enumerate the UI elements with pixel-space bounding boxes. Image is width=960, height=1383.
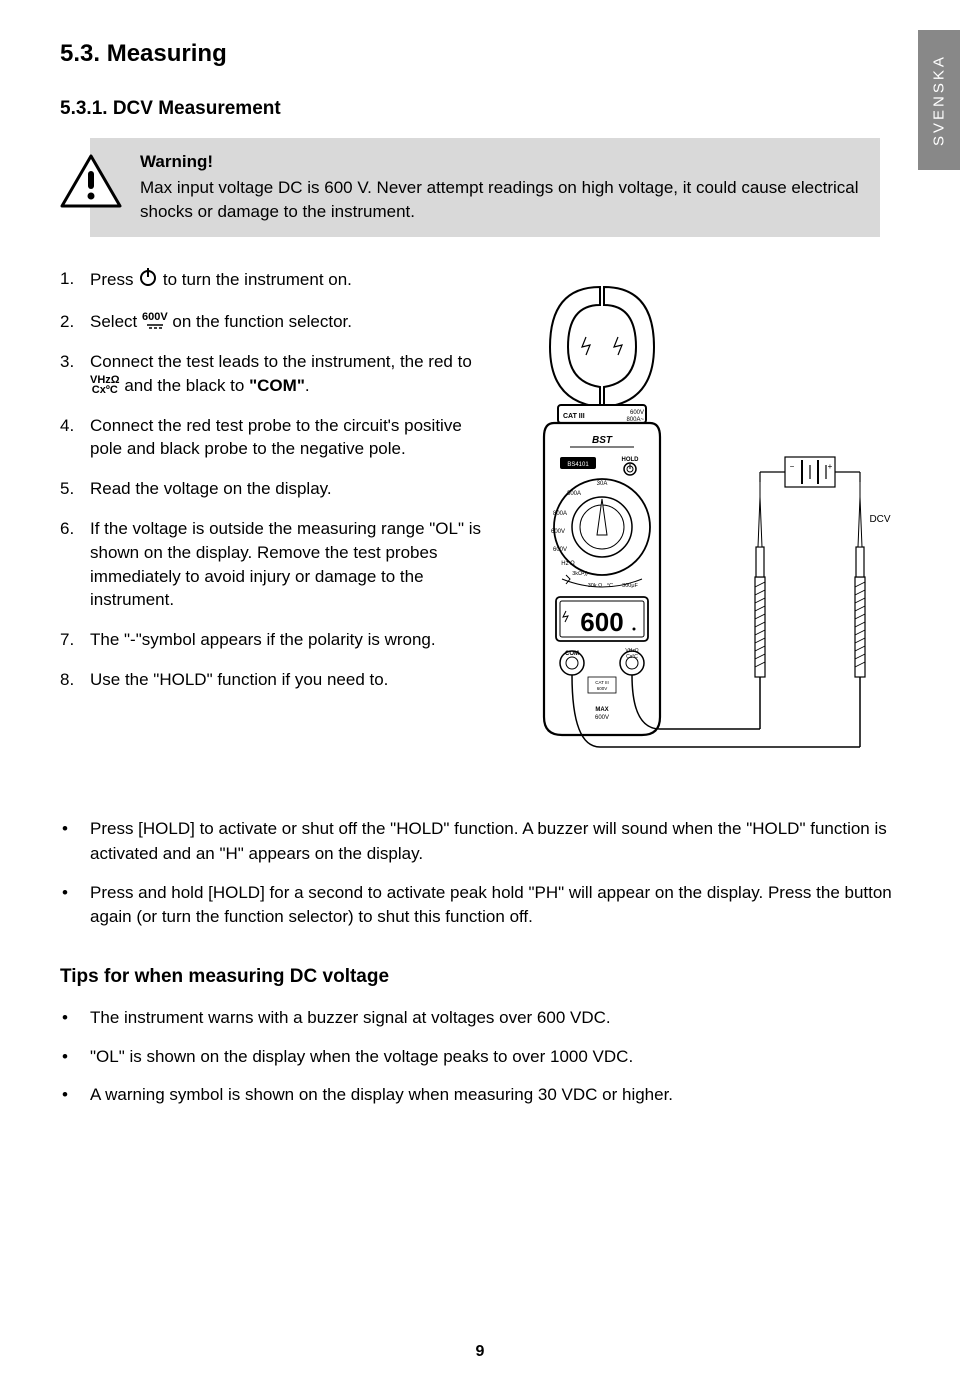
tips-list: The instrument warns with a buzzer signa… <box>60 1006 900 1108</box>
page-number: 9 <box>0 1343 960 1361</box>
svg-text:600V: 600V <box>553 547 567 553</box>
svg-text:600: 600 <box>580 607 623 637</box>
svg-text:Hz Ω: Hz Ω <box>561 561 575 567</box>
step-text: Press <box>90 270 138 289</box>
step-4: Connect the red test probe to the circui… <box>90 414 490 462</box>
vhz-terminal-icon: VHzΩCxºC <box>90 376 120 396</box>
bullet-item: Press and hold [HOLD] for a second to ac… <box>90 881 900 930</box>
step-6: If the voltage is outside the measuring … <box>90 517 490 612</box>
selector-600v-icon: 600V <box>142 313 168 333</box>
svg-text:600V: 600V <box>595 715 609 721</box>
svg-text:600V: 600V <box>597 686 608 691</box>
power-icon <box>138 267 158 294</box>
svg-text:Cx°C: Cx°C <box>626 654 638 660</box>
step-3: Connect the test leads to the instrument… <box>90 350 490 398</box>
svg-text:CAT III: CAT III <box>563 413 585 420</box>
hold-notes: Press [HOLD] to activate or shut off the… <box>60 817 900 930</box>
warning-body: Max input voltage DC is 600 V. Never att… <box>140 178 859 221</box>
bullet-item: "OL" is shown on the display when the vo… <box>90 1045 900 1070</box>
step-1: Press to turn the instrument on. <box>90 267 490 294</box>
svg-text:300μF: 300μF <box>622 583 638 589</box>
warning-icon <box>60 154 122 215</box>
svg-text:−: − <box>790 462 795 471</box>
svg-text:CAT III: CAT III <box>595 680 609 685</box>
step-8: Use the "HOLD" function if you need to. <box>90 668 490 692</box>
svg-text:°C: °C <box>607 583 613 589</box>
svg-text:800A: 800A <box>553 511 567 517</box>
svg-text:30A: 30A <box>597 481 608 487</box>
step-text: Connect the test leads to the instrument… <box>90 352 472 371</box>
clamp-meter-diagram: CAT III 600V 800A~ BST BS4101 HOLD 30A <box>510 277 900 797</box>
step-text: to turn the instrument on. <box>158 270 352 289</box>
section-heading: 5.3. Measuring <box>60 40 900 68</box>
step-2: Select 600V on the function selector. <box>90 310 490 334</box>
warning-title: Warning! <box>140 150 862 174</box>
com-label: "COM" <box>249 376 305 395</box>
subsection-heading: 5.3.1. DCV Measurement <box>60 98 900 120</box>
svg-text:30k Ω: 30k Ω <box>588 583 603 589</box>
svg-text:+: + <box>828 462 833 471</box>
step-text: . <box>305 376 310 395</box>
svg-text:3kΩ•)): 3kΩ•)) <box>572 571 588 577</box>
svg-text:600V: 600V <box>630 410 644 416</box>
svg-text:600V: 600V <box>551 529 565 535</box>
step-text: Select <box>90 312 142 331</box>
svg-text:300A: 300A <box>567 491 581 497</box>
warning-box: Warning! Max input voltage DC is 600 V. … <box>90 138 880 237</box>
svg-text:MAX: MAX <box>595 707 608 713</box>
step-5: Read the voltage on the display. <box>90 477 490 501</box>
language-tab: SVENSKA <box>918 30 960 170</box>
svg-text:HOLD: HOLD <box>622 457 640 463</box>
tips-heading: Tips for when measuring DC voltage <box>60 966 900 988</box>
diagram-column: CAT III 600V 800A~ BST BS4101 HOLD 30A <box>510 267 900 797</box>
svg-text:COM: COM <box>565 651 579 657</box>
bullet-item: A warning symbol is shown on the display… <box>90 1083 900 1108</box>
step-text: and the black to <box>120 376 249 395</box>
step-text: on the function selector. <box>168 312 352 331</box>
svg-text:BST: BST <box>592 435 613 446</box>
svg-text:DCV: DCV <box>869 514 890 525</box>
svg-text:BS4101: BS4101 <box>567 462 589 468</box>
bullet-item: Press [HOLD] to activate or shut off the… <box>90 817 900 866</box>
probe-left <box>755 482 765 729</box>
probe-right <box>760 482 865 747</box>
instruction-column: Press to turn the instrument on. Select … <box>60 267 490 797</box>
step-7: The "-"symbol appears if the polarity is… <box>90 628 490 652</box>
bullet-item: The instrument warns with a buzzer signa… <box>90 1006 900 1031</box>
